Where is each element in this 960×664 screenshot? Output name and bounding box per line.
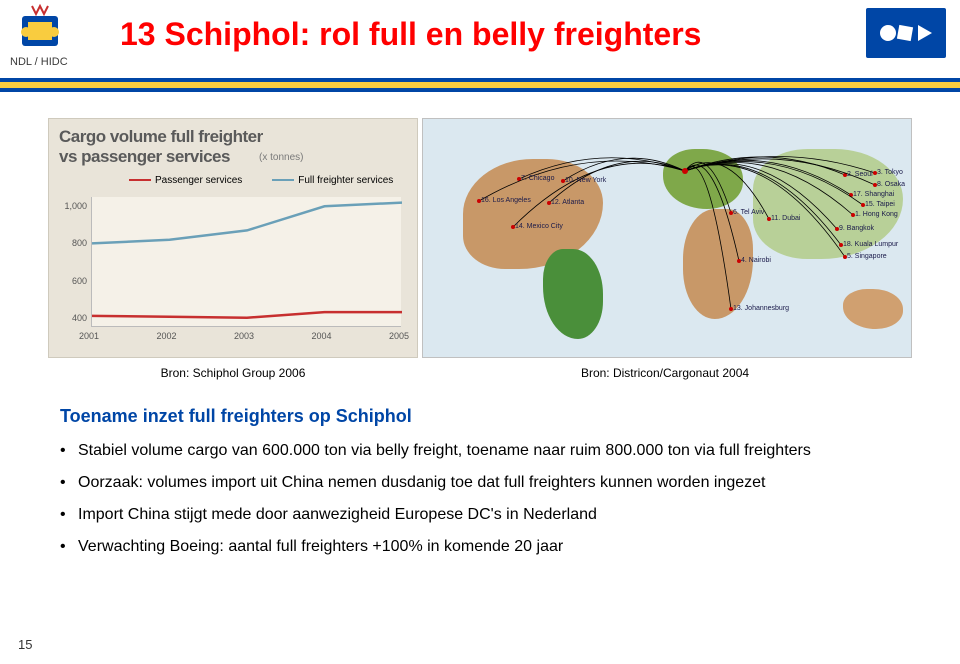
crest-logo (12, 4, 68, 52)
x-axis-label: 2005 (389, 331, 409, 341)
slide-header: NDL / HIDC 13 Schiphol: rol full en bell… (0, 0, 960, 78)
content-block: Toename inzet full freighters op Schipho… (60, 406, 900, 567)
city-label: 8. Osaka (877, 181, 905, 188)
ndl-hidc-label: NDL / HIDC (10, 56, 68, 68)
figures-row: Cargo volume full freighter vs passenger… (48, 118, 912, 358)
source-right: Bron: Districon/Cargonaut 2004 (418, 366, 912, 380)
chart-title-line2: vs passenger services (59, 147, 230, 167)
city-label: 13. Johannesburg (733, 305, 789, 312)
source-row: Bron: Schiphol Group 2006 Bron: Districo… (48, 366, 912, 380)
route-overlay (423, 119, 912, 358)
tno-logo (866, 8, 946, 58)
city-label: 10. New York (565, 177, 606, 184)
x-axis-label: 2001 (79, 331, 99, 341)
city-label: 12. Atlanta (551, 199, 584, 206)
x-axis-label: 2002 (157, 331, 177, 341)
bullet-list: Stabiel volume cargo van 600.000 ton via… (60, 439, 900, 559)
city-label: 7. Chicago (521, 175, 554, 182)
city-label: 11. Dubai (771, 215, 800, 222)
city-label: 14. Mexico City (515, 223, 563, 230)
city-label: 2. Seoul (847, 171, 873, 178)
city-label: 18. Kuala Lumpur (843, 241, 898, 248)
y-axis-label: 800 (57, 238, 87, 248)
city-label: 9. Bangkok (839, 225, 874, 232)
page-number: 15 (18, 637, 32, 652)
slide-title: 13 Schiphol: rol full en belly freighter… (120, 16, 701, 53)
cargo-chart: Cargo volume full freighter vs passenger… (48, 118, 418, 358)
bullet-item: Import China stijgt mede door aanwezighe… (60, 503, 900, 527)
chart-plot-area (91, 197, 401, 327)
bullet-item: Oorzaak: volumes import uit China nemen … (60, 471, 900, 495)
bullet-item: Verwachting Boeing: aantal full freighte… (60, 535, 900, 559)
city-label: 6. Tel Aviv (733, 209, 764, 216)
bullet-item: Stabiel volume cargo van 600.000 ton via… (60, 439, 900, 463)
city-label: 15. Taipei (865, 201, 895, 208)
legend-freighter: Full freighter services (272, 175, 393, 186)
world-map: 7. Chicago 10. New York 16. Los Angeles 12.… (422, 118, 912, 358)
header-underline (0, 78, 960, 108)
city-label: 16. Los Angeles (481, 197, 531, 204)
city-label: 4. Nairobi (741, 257, 771, 264)
chart-subtitle: (x tonnes) (259, 152, 303, 163)
city-label: 17. Shanghai (853, 191, 894, 198)
city-label: 3. Tokyo (877, 169, 903, 176)
y-axis-label: 1,000 (57, 201, 87, 211)
city-label: 1. Hong Kong (855, 211, 898, 218)
y-axis-label: 600 (57, 276, 87, 286)
legend-passenger: Passenger services (129, 175, 242, 186)
x-axis-label: 2004 (312, 331, 332, 341)
chart-legend: Passenger services Full freighter servic… (129, 175, 393, 186)
source-left: Bron: Schiphol Group 2006 (48, 366, 418, 380)
x-axis-label: 2003 (234, 331, 254, 341)
city-label: 5. Singapore (847, 253, 887, 260)
sub-heading: Toename inzet full freighters op Schipho… (60, 406, 900, 427)
chart-title-line1: Cargo volume full freighter (59, 127, 263, 147)
y-axis-label: 400 (57, 313, 87, 323)
